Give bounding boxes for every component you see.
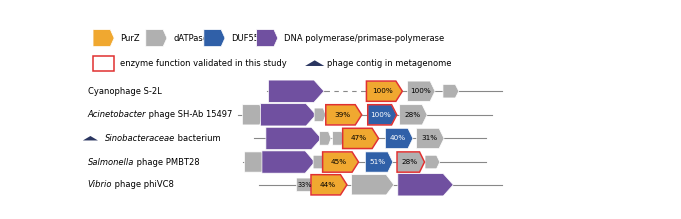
Text: 45%: 45%	[331, 159, 347, 165]
Polygon shape	[332, 132, 345, 145]
Polygon shape	[268, 80, 324, 102]
Polygon shape	[366, 152, 393, 172]
Polygon shape	[319, 132, 331, 145]
Text: Sinobacteraceae: Sinobacteraceae	[105, 134, 176, 143]
Polygon shape	[323, 152, 358, 172]
Polygon shape	[266, 127, 321, 150]
Polygon shape	[351, 175, 394, 195]
Polygon shape	[417, 128, 444, 148]
Text: 39%: 39%	[334, 112, 350, 118]
Text: 28%: 28%	[404, 112, 420, 118]
Polygon shape	[244, 152, 266, 172]
Text: phage PMBT28: phage PMBT28	[134, 157, 200, 166]
Bar	[93, 56, 114, 71]
Polygon shape	[408, 81, 435, 101]
Text: 28%: 28%	[402, 159, 417, 165]
Text: PurZ: PurZ	[121, 34, 140, 42]
Polygon shape	[397, 152, 424, 172]
Polygon shape	[385, 128, 413, 148]
Polygon shape	[366, 81, 402, 101]
Text: 100%: 100%	[370, 112, 392, 118]
Polygon shape	[368, 105, 397, 125]
Text: Acinetobacter: Acinetobacter	[88, 110, 146, 119]
Polygon shape	[83, 136, 98, 140]
Text: DNA polymerase/primase-polymerase: DNA polymerase/primase-polymerase	[284, 34, 444, 42]
Text: 100%: 100%	[373, 88, 393, 94]
Text: bacterium: bacterium	[176, 134, 221, 143]
Text: 47%: 47%	[351, 135, 367, 141]
Polygon shape	[146, 30, 167, 46]
Polygon shape	[443, 85, 459, 98]
Polygon shape	[311, 175, 347, 195]
Text: 31%: 31%	[421, 135, 437, 141]
Polygon shape	[425, 155, 440, 169]
Polygon shape	[400, 105, 427, 125]
Text: enzyme function validated in this study: enzyme function validated in this study	[121, 59, 287, 68]
Text: 51%: 51%	[370, 159, 386, 165]
Polygon shape	[314, 108, 326, 122]
Polygon shape	[261, 104, 316, 126]
Polygon shape	[242, 105, 264, 125]
Text: Vibrio: Vibrio	[88, 180, 112, 189]
Text: phage phiVC8: phage phiVC8	[112, 180, 174, 189]
Polygon shape	[296, 178, 315, 192]
Text: 44%: 44%	[319, 182, 336, 188]
Text: phage SH-Ab 15497: phage SH-Ab 15497	[146, 110, 233, 119]
Polygon shape	[313, 155, 325, 169]
Polygon shape	[343, 128, 379, 148]
Polygon shape	[326, 105, 362, 125]
Text: DUF550: DUF550	[232, 34, 265, 42]
Text: 33%: 33%	[298, 182, 312, 188]
Text: 100%: 100%	[410, 88, 430, 94]
Polygon shape	[305, 60, 324, 66]
Polygon shape	[398, 174, 454, 196]
Polygon shape	[204, 30, 225, 46]
Text: phage contig in metagenome: phage contig in metagenome	[326, 59, 451, 68]
Text: 40%: 40%	[390, 135, 406, 141]
Text: dATPase: dATPase	[173, 34, 208, 42]
Text: Salmonella: Salmonella	[88, 157, 134, 166]
Polygon shape	[262, 151, 315, 173]
Polygon shape	[93, 30, 114, 46]
Text: Cyanophage S-2L: Cyanophage S-2L	[88, 87, 161, 96]
Polygon shape	[257, 30, 278, 46]
